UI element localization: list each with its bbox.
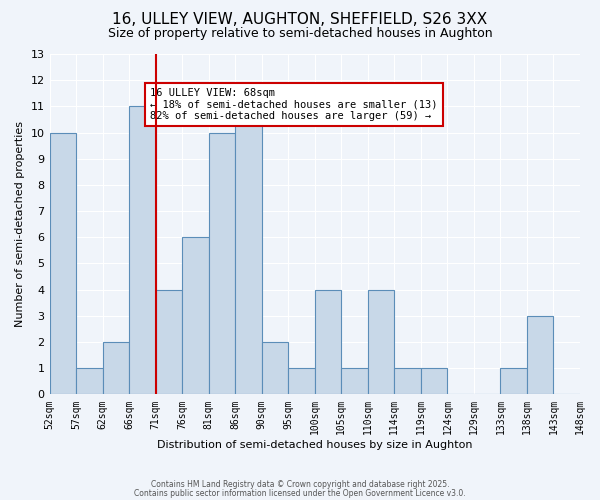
Bar: [50, 132, 76, 394]
Bar: [421, 368, 448, 394]
Bar: [527, 316, 553, 394]
X-axis label: Distribution of semi-detached houses by size in Aughton: Distribution of semi-detached houses by …: [157, 440, 473, 450]
Text: 16 ULLEY VIEW: 68sqm
← 18% of semi-detached houses are smaller (13)
82% of semi-: 16 ULLEY VIEW: 68sqm ← 18% of semi-detac…: [151, 88, 438, 121]
Bar: [368, 290, 394, 395]
Bar: [182, 238, 209, 394]
Text: Size of property relative to semi-detached houses in Aughton: Size of property relative to semi-detach…: [107, 28, 493, 40]
Text: 16, ULLEY VIEW, AUGHTON, SHEFFIELD, S26 3XX: 16, ULLEY VIEW, AUGHTON, SHEFFIELD, S26 …: [112, 12, 488, 28]
Bar: [235, 106, 262, 395]
Bar: [129, 106, 155, 395]
Bar: [288, 368, 315, 394]
Text: Contains public sector information licensed under the Open Government Licence v3: Contains public sector information licen…: [134, 488, 466, 498]
Bar: [76, 368, 103, 394]
Bar: [315, 290, 341, 395]
Bar: [209, 132, 235, 394]
Bar: [341, 368, 368, 394]
Bar: [155, 290, 182, 395]
Bar: [103, 342, 129, 394]
Y-axis label: Number of semi-detached properties: Number of semi-detached properties: [15, 121, 25, 327]
Text: Contains HM Land Registry data © Crown copyright and database right 2025.: Contains HM Land Registry data © Crown c…: [151, 480, 449, 489]
Bar: [500, 368, 527, 394]
Bar: [262, 342, 288, 394]
Bar: [394, 368, 421, 394]
